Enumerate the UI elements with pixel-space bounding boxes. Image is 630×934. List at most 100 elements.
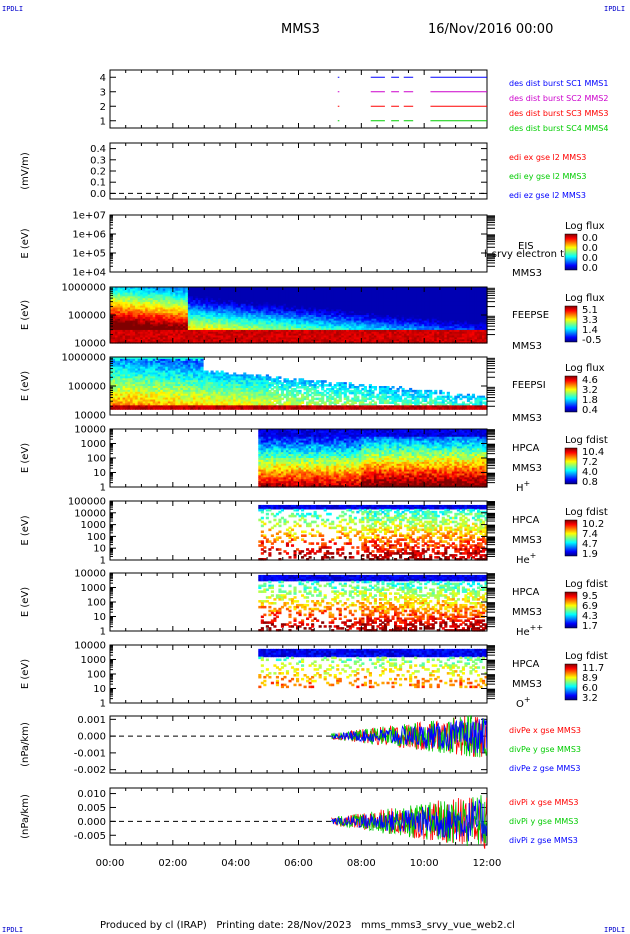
- feepse-panel-cell: [313, 315, 317, 318]
- feepse-panel-cell: [283, 300, 287, 303]
- feepse-panel-cell: [228, 288, 232, 292]
- feepse-panel-cell: [295, 328, 300, 331]
- feepse-panel-cell: [348, 331, 352, 335]
- feepse-panel-cell: [248, 316, 252, 320]
- feepse-panel-cell: [233, 309, 237, 312]
- feepse-panel-cell: [391, 301, 395, 305]
- feepse-panel-cell: [446, 337, 450, 340]
- feepse-panel-cell: [376, 322, 380, 325]
- feepse-panel-cell: [288, 341, 292, 344]
- feepse-panel-cell: [421, 333, 425, 337]
- feepse-panel-cell: [182, 307, 186, 310]
- feepse-panel-cell: [414, 309, 418, 312]
- feepse-panel-cell: [318, 315, 322, 318]
- feepse-panel-cell: [205, 298, 209, 301]
- feepse-panel-cell: [358, 316, 362, 320]
- feepse-panel-cell: [275, 329, 279, 333]
- feepse-panel-cell: [180, 313, 184, 316]
- feepse-panel-cell: [180, 326, 184, 329]
- feepse-panel-cell: [336, 296, 340, 299]
- feepse-panel-cell: [260, 309, 264, 312]
- feepse-panel-cell: [145, 287, 149, 290]
- feepse-panel-cell: [434, 300, 438, 303]
- feepse-panel-cell: [404, 287, 408, 290]
- feepse-panel-cell: [167, 324, 171, 327]
- feepse-panel-cell: [288, 337, 292, 340]
- feepse-panel-cell: [127, 337, 131, 340]
- feepse-panel-cell: [215, 303, 219, 307]
- feepse-panel-cell: [295, 318, 300, 322]
- feepse-panel-cell: [434, 331, 438, 335]
- feepse-panel-cell: [404, 315, 408, 318]
- feepse-panel-cell: [253, 288, 257, 292]
- feepse-panel-cell: [115, 313, 119, 316]
- feepse-panel-cell: [190, 294, 194, 297]
- feepse-panel-cell: [454, 300, 458, 303]
- feepse-panel-cell: [213, 301, 217, 305]
- feepse-panel-cell: [391, 294, 395, 297]
- feepse-panel-cell: [333, 316, 337, 320]
- feepse-panel-cell: [175, 303, 179, 307]
- feepse-panel-cell: [147, 335, 151, 338]
- feepse-panel-cell: [373, 290, 378, 294]
- feepse-panel-cell: [115, 316, 119, 320]
- feepse-panel-cell: [371, 288, 375, 292]
- feepse-panel-cell: [466, 296, 470, 299]
- feepse-panel-cell: [371, 331, 375, 335]
- feepse-panel-cell: [157, 322, 161, 325]
- feepse-panel-cell: [142, 322, 146, 325]
- feepse-panel-cell: [110, 324, 114, 327]
- feepse-panel-cell: [343, 290, 347, 294]
- feepse-panel-cell: [351, 318, 355, 322]
- feepse-panel-cell: [321, 341, 325, 344]
- feepse-panel-cell: [474, 303, 478, 307]
- feepse-panel-cell: [268, 316, 272, 320]
- edi-panel-ytick-label: 0.0: [90, 189, 106, 200]
- feepse-panel-cell: [223, 298, 227, 301]
- feepse-panel-cell: [288, 292, 292, 296]
- feepse-panel-cell: [469, 301, 473, 305]
- feepse-panel-cell: [469, 292, 473, 296]
- feepse-panel-cell: [336, 303, 340, 307]
- feepse-panel-cell: [338, 311, 342, 314]
- feepse-panel-cell: [218, 326, 222, 329]
- feepse-panel-cell: [358, 335, 362, 338]
- feepse-panel-cell: [250, 311, 254, 314]
- feepse-panel-cell: [383, 298, 388, 301]
- feepse-panel-cell: [466, 318, 470, 322]
- feepse-panel-cell: [120, 303, 124, 307]
- feepse-panel-cell: [165, 301, 169, 305]
- feepse-panel-cell: [137, 337, 141, 340]
- feepse-panel-cell: [185, 290, 189, 294]
- feepse-panel-cell: [170, 301, 174, 305]
- feepse-panel-cell: [285, 328, 290, 331]
- feepse-panel-cell: [356, 309, 360, 312]
- feepse-panel-cell: [208, 341, 212, 344]
- feepse-panel-cell: [162, 329, 166, 333]
- feepse-panel-cell: [147, 305, 151, 309]
- feepse-panel-cell: [446, 324, 450, 327]
- feepse-panel-cell: [376, 329, 380, 333]
- feepse-panel-cell: [167, 339, 171, 342]
- feepse-panel-cell: [167, 307, 171, 310]
- feepse-panel-cell: [471, 329, 476, 333]
- feepse-panel-cell: [167, 309, 171, 312]
- feepse-panel-cell: [424, 335, 428, 338]
- feepse-panel-cell: [338, 290, 342, 294]
- feepse-panel-cell: [353, 296, 357, 299]
- feepse-panel-cell: [313, 335, 317, 338]
- feepse-panel-cell: [260, 287, 264, 290]
- feepse-panel-cell: [421, 305, 425, 309]
- feepse-panel-cell: [338, 298, 342, 301]
- feepse-panel-cell: [394, 337, 398, 340]
- feepse-panel-cell: [255, 315, 259, 318]
- feepse-panel-cell: [459, 339, 463, 342]
- feepse-panel-cell: [288, 296, 292, 299]
- feepse-panel-cell: [235, 307, 239, 310]
- feepse-panel-cell: [444, 337, 448, 340]
- feepse-panel-cell: [338, 337, 342, 340]
- feepse-panel-cell: [313, 339, 317, 342]
- feepse-panel-cell: [240, 333, 244, 337]
- feepse-panel-cell: [341, 303, 345, 307]
- feepse-panel-cell: [318, 324, 322, 327]
